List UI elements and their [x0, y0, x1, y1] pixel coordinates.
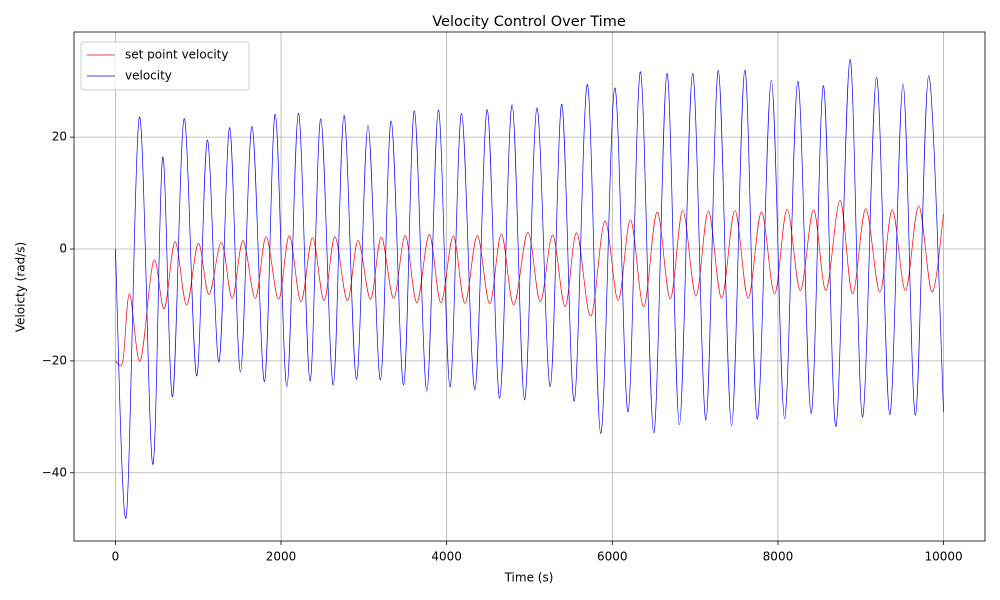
plot-lines	[115, 59, 944, 519]
legend: set point velocity velocity	[80, 41, 250, 91]
y-tick-label: −40	[42, 465, 67, 479]
data-line	[115, 200, 944, 367]
legend-label: set point velocity	[125, 48, 228, 62]
y-tick-label: 20	[52, 130, 67, 144]
x-tick-label: 4000	[431, 550, 462, 564]
x-tick-label: 2000	[266, 550, 297, 564]
x-tick-label: 8000	[763, 550, 794, 564]
chart-title: Velocity Control Over Time	[432, 14, 626, 30]
x-tick-label: 10000	[924, 550, 962, 564]
y-tick-label: −20	[42, 353, 67, 367]
plot-frame	[73, 31, 986, 542]
grid	[74, 32, 985, 541]
x-tick-label: 6000	[597, 550, 628, 564]
x-axis-label: Time (s)	[504, 571, 554, 585]
x-tick-label: 0	[112, 550, 120, 564]
legend-box	[80, 41, 250, 91]
y-tick-label: 0	[59, 242, 67, 256]
legend-label: velocity	[125, 69, 172, 83]
data-line	[115, 59, 944, 519]
y-axis-label: Veloicty (rad/s)	[14, 242, 28, 332]
